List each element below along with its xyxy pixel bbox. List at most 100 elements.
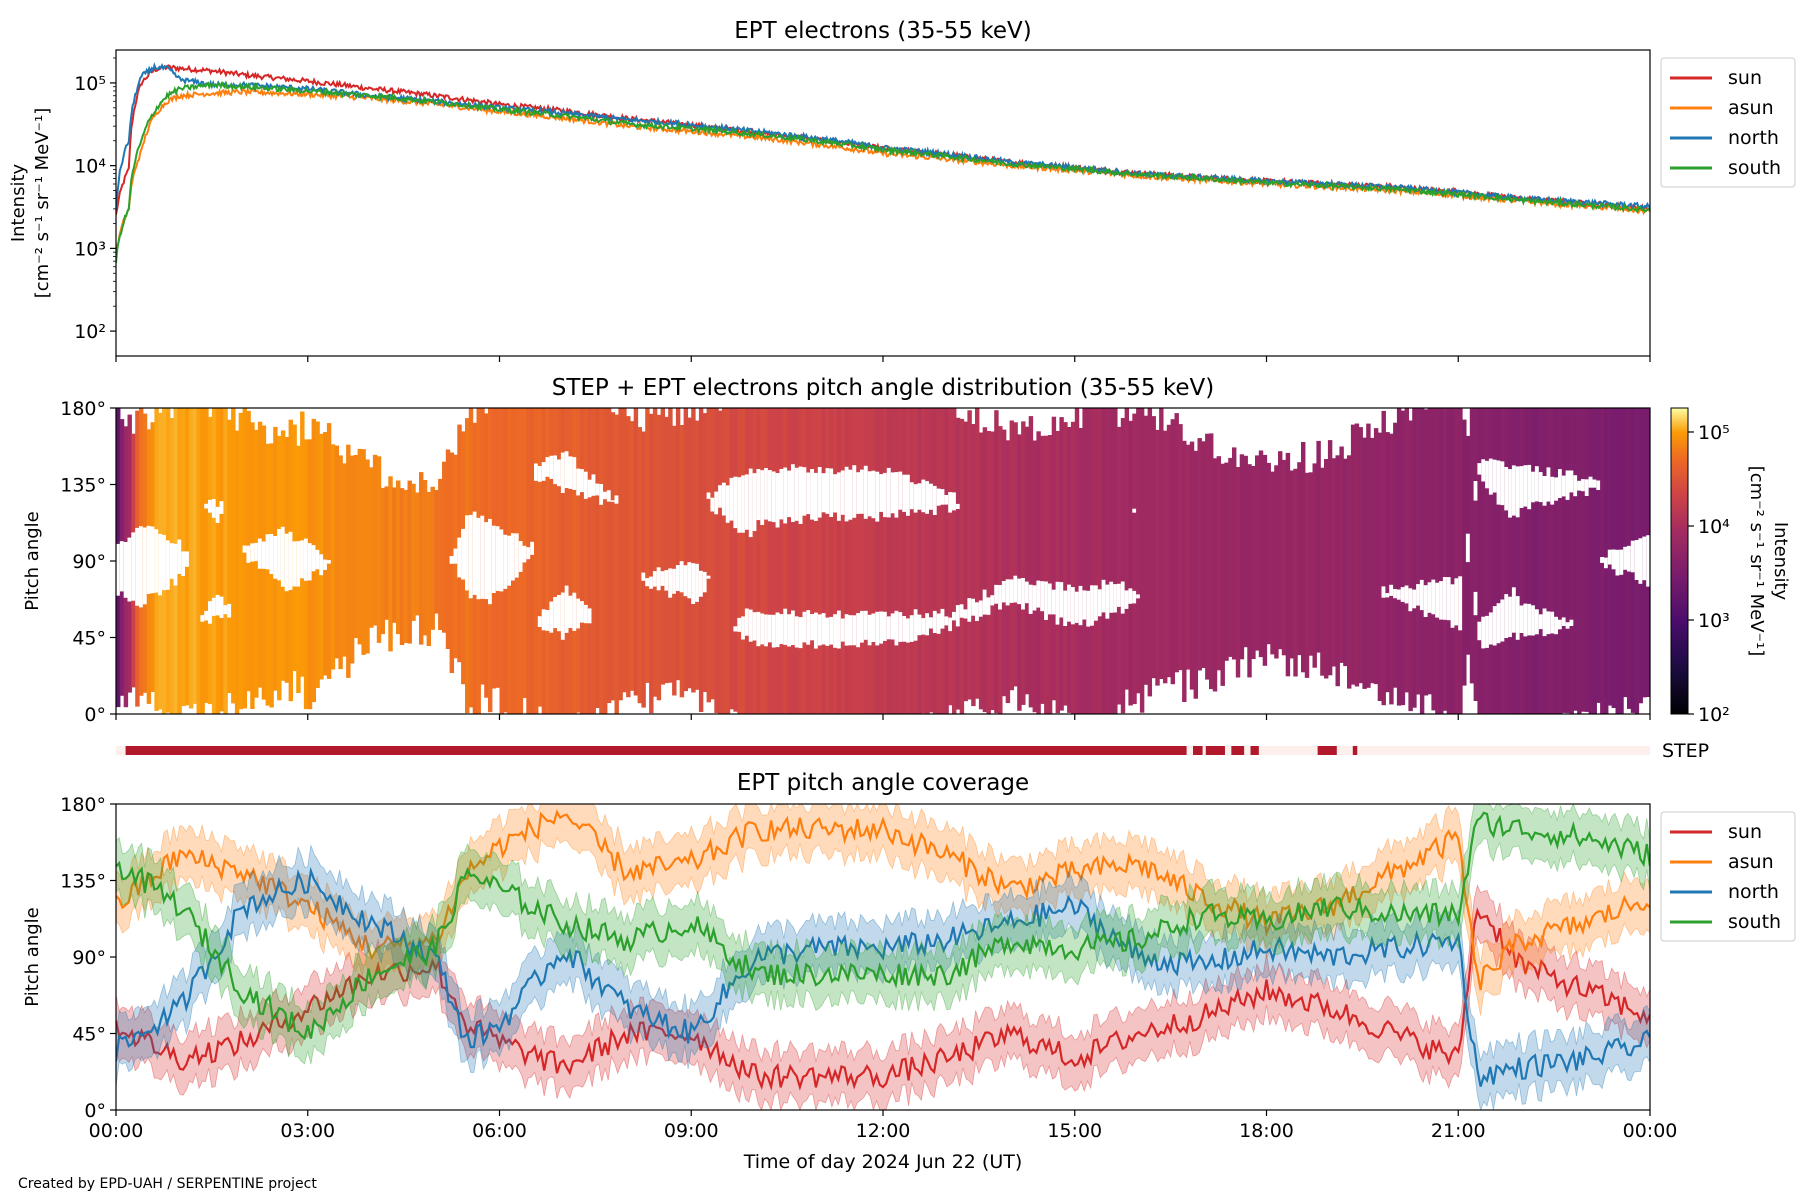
- heatmap-gap: [1120, 581, 1126, 614]
- heatmap-column: [687, 417, 692, 689]
- heatmap-gap: [771, 471, 777, 523]
- heatmap-column: [622, 408, 627, 693]
- heatmap-column: [929, 408, 934, 713]
- heatmap-column: [557, 408, 562, 714]
- heatmap-column: [1573, 408, 1578, 711]
- heatmap-column: [591, 408, 596, 714]
- heatmap-column: [211, 408, 217, 714]
- heatmap-column: [1097, 408, 1103, 714]
- heatmap-column: [1182, 440, 1187, 702]
- colorbar-tick-label: 10⁵: [1698, 422, 1730, 444]
- heatmap-gap: [798, 466, 804, 524]
- heatmap-column: [867, 408, 873, 714]
- heatmap-gap: [1393, 589, 1398, 599]
- heatmap-gap: [898, 471, 903, 510]
- heatmap-gap: [909, 482, 915, 510]
- heatmap-gap: [863, 610, 869, 640]
- heatmap-gap: [982, 589, 988, 615]
- heatmap-column: [1515, 408, 1521, 714]
- heatmap-gap: [867, 614, 873, 646]
- heatmap-column: [902, 408, 907, 714]
- heatmap-column: [802, 408, 807, 714]
- heatmap-gap: [741, 475, 746, 533]
- heatmap-column: [764, 408, 769, 714]
- heatmap-column: [837, 408, 842, 714]
- heatmap-gap: [1577, 480, 1582, 491]
- heatmap-column: [1174, 413, 1179, 673]
- heatmap-gap: [277, 529, 282, 581]
- heatmap-column: [1289, 470, 1294, 659]
- heatmap-column: [1001, 429, 1007, 697]
- heatmap-gap: [303, 538, 309, 581]
- heatmap-gap: [507, 535, 512, 586]
- heatmap-gap: [1619, 549, 1624, 575]
- heatmap-gap: [116, 543, 121, 596]
- heatmap-column: [779, 408, 784, 714]
- y-tick-label: 135°: [60, 475, 106, 497]
- heatmap-column: [1423, 409, 1429, 696]
- heatmap-column: [1193, 450, 1199, 699]
- heatmap-gap: [844, 466, 850, 522]
- heatmap-gap: [491, 525, 497, 593]
- heatmap-column: [1454, 408, 1459, 714]
- heatmap-column: [1270, 471, 1275, 655]
- heatmap-column: [998, 426, 1003, 714]
- heatmap-column: [238, 412, 244, 710]
- heatmap-column: [1347, 455, 1352, 689]
- heatmap-gap: [863, 465, 869, 519]
- heatmap-gap: [177, 539, 182, 574]
- heatmap-gap: [200, 615, 205, 622]
- heatmap-gap: [932, 485, 938, 515]
- heatmap-column: [1435, 408, 1440, 714]
- heatmap-column: [706, 408, 712, 703]
- heatmap-column: [1550, 408, 1555, 714]
- heatmap-gap: [852, 465, 857, 518]
- heatmap-column: [1519, 408, 1525, 714]
- heatmap-column: [1416, 408, 1421, 695]
- colorbar-label-line2: [cm⁻² s⁻¹ sr⁻¹ MeV⁻¹]: [1746, 466, 1767, 657]
- heatmap-column: [1105, 408, 1110, 714]
- heatmap-gap: [162, 534, 167, 591]
- heatmap-gap: [695, 563, 700, 602]
- heatmap-column: [1527, 408, 1532, 714]
- heatmap-column: [1304, 472, 1310, 678]
- heatmap-gap: [1642, 536, 1647, 581]
- panel4-x-ticks: 00:00 03:00 06:00 09:00 12:00 15:00 18:00 21:00…: [89, 1110, 1677, 1142]
- heatmap-column: [1166, 424, 1172, 678]
- heatmap-gap: [181, 551, 186, 576]
- heatmap-column: [629, 421, 635, 691]
- heatmap-gap: [998, 585, 1003, 610]
- heatmap-gap: [246, 545, 251, 563]
- heatmap-column: [549, 408, 554, 714]
- heatmap-column: [952, 408, 957, 714]
- heatmap-column: [1496, 408, 1502, 714]
- heatmap-gap: [1408, 588, 1413, 612]
- heatmap-column: [645, 408, 650, 683]
- heatmap-gap: [1504, 594, 1509, 638]
- heatmap-column: [1255, 455, 1260, 651]
- credit-footer: Created by EPD-UAH / SERPENTINE project: [18, 1176, 317, 1192]
- heatmap-gap: [848, 615, 853, 646]
- heatmap-gap: [1036, 580, 1041, 608]
- heatmap-column: [1650, 409, 1654, 702]
- heatmap-column: [1584, 408, 1590, 712]
- heatmap-column: [664, 416, 669, 684]
- colorbar-label-line1: Intensity: [1770, 522, 1791, 601]
- heatmap-column: [760, 408, 765, 714]
- heatmap-gap: [208, 601, 213, 624]
- heatmap-gap: [886, 616, 892, 640]
- heatmap-gap: [718, 485, 723, 508]
- heatmap-column: [215, 408, 221, 714]
- heatmap-column: [269, 443, 274, 708]
- heatmap-column: [1462, 419, 1467, 686]
- heatmap-column: [403, 489, 409, 643]
- heatmap-gap: [645, 578, 650, 587]
- heatmap-gap: [315, 549, 320, 570]
- heatmap-column: [1047, 435, 1053, 714]
- heatmap-gap: [1021, 578, 1026, 610]
- heatmap-gap: [1646, 535, 1650, 587]
- heatmap-column: [603, 408, 608, 714]
- heatmap-gap: [837, 472, 842, 521]
- heatmap-gap: [1550, 611, 1555, 634]
- heatmap-gap: [300, 540, 305, 579]
